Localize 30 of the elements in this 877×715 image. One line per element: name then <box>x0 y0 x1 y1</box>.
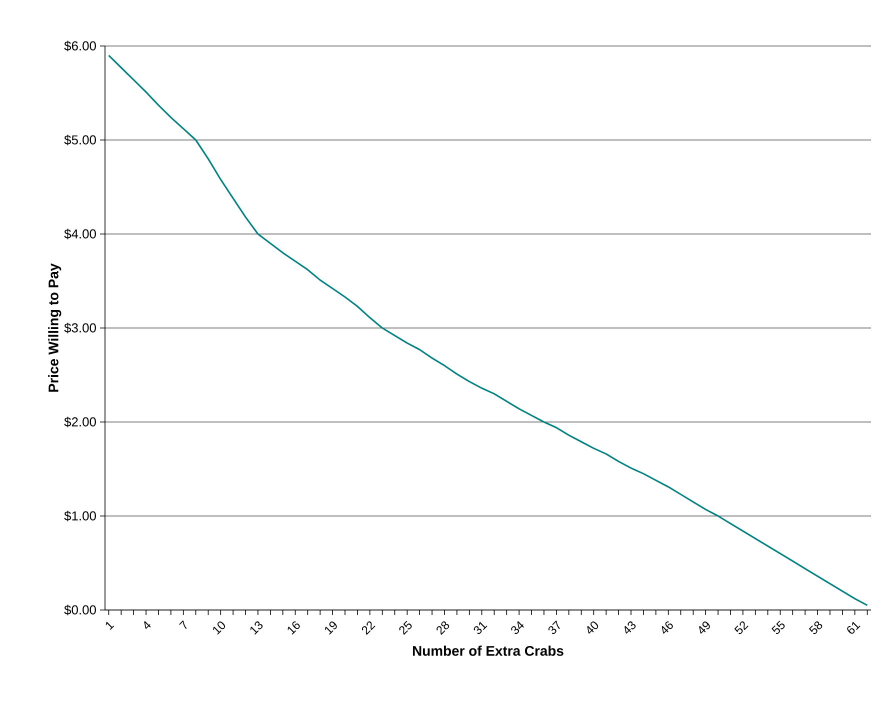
y-tick-label: $6.00 <box>64 40 96 52</box>
x-tick-label: 1 <box>106 622 114 630</box>
x-tick-label: 4 <box>144 621 151 629</box>
x-tick-label: 28 <box>436 621 450 635</box>
x-axis-title: Number of Extra Crabs <box>412 646 564 656</box>
y-tick-label: $2.00 <box>64 416 96 428</box>
x-tick-label: 7 <box>179 620 187 629</box>
x-tick-label: 19 <box>325 622 337 635</box>
y-tick-label: $0.00 <box>64 604 96 616</box>
x-tick-label: 43 <box>624 621 636 634</box>
x-tick-label: 16 <box>288 621 300 635</box>
x-tick-label: 52 <box>734 621 748 634</box>
y-tick-label: $3.00 <box>64 322 96 334</box>
y-tick-label: $1.00 <box>64 510 96 522</box>
x-tick-label: 40 <box>587 622 598 634</box>
y-tick-label: $5.00 <box>64 134 96 146</box>
x-tick-label: 37 <box>548 620 560 634</box>
x-tick-label: 22 <box>362 621 376 635</box>
x-tick-label: 25 <box>399 620 412 635</box>
x-tick-label: 31 <box>474 622 488 634</box>
x-tick-label: 49 <box>699 622 710 634</box>
x-tick-label: 61 <box>847 622 860 634</box>
x-tick-label: 55 <box>772 620 785 634</box>
y-axis-title: Price Willing to Pay <box>48 263 62 392</box>
x-tick-label: 34 <box>511 621 524 634</box>
x-tick-label: 13 <box>250 621 263 635</box>
y-tick-label: $4.00 <box>64 228 96 240</box>
x-tick-label: 58 <box>808 621 822 634</box>
x-tick-label: 10 <box>213 622 226 635</box>
x-tick-label: 46 <box>662 621 673 634</box>
